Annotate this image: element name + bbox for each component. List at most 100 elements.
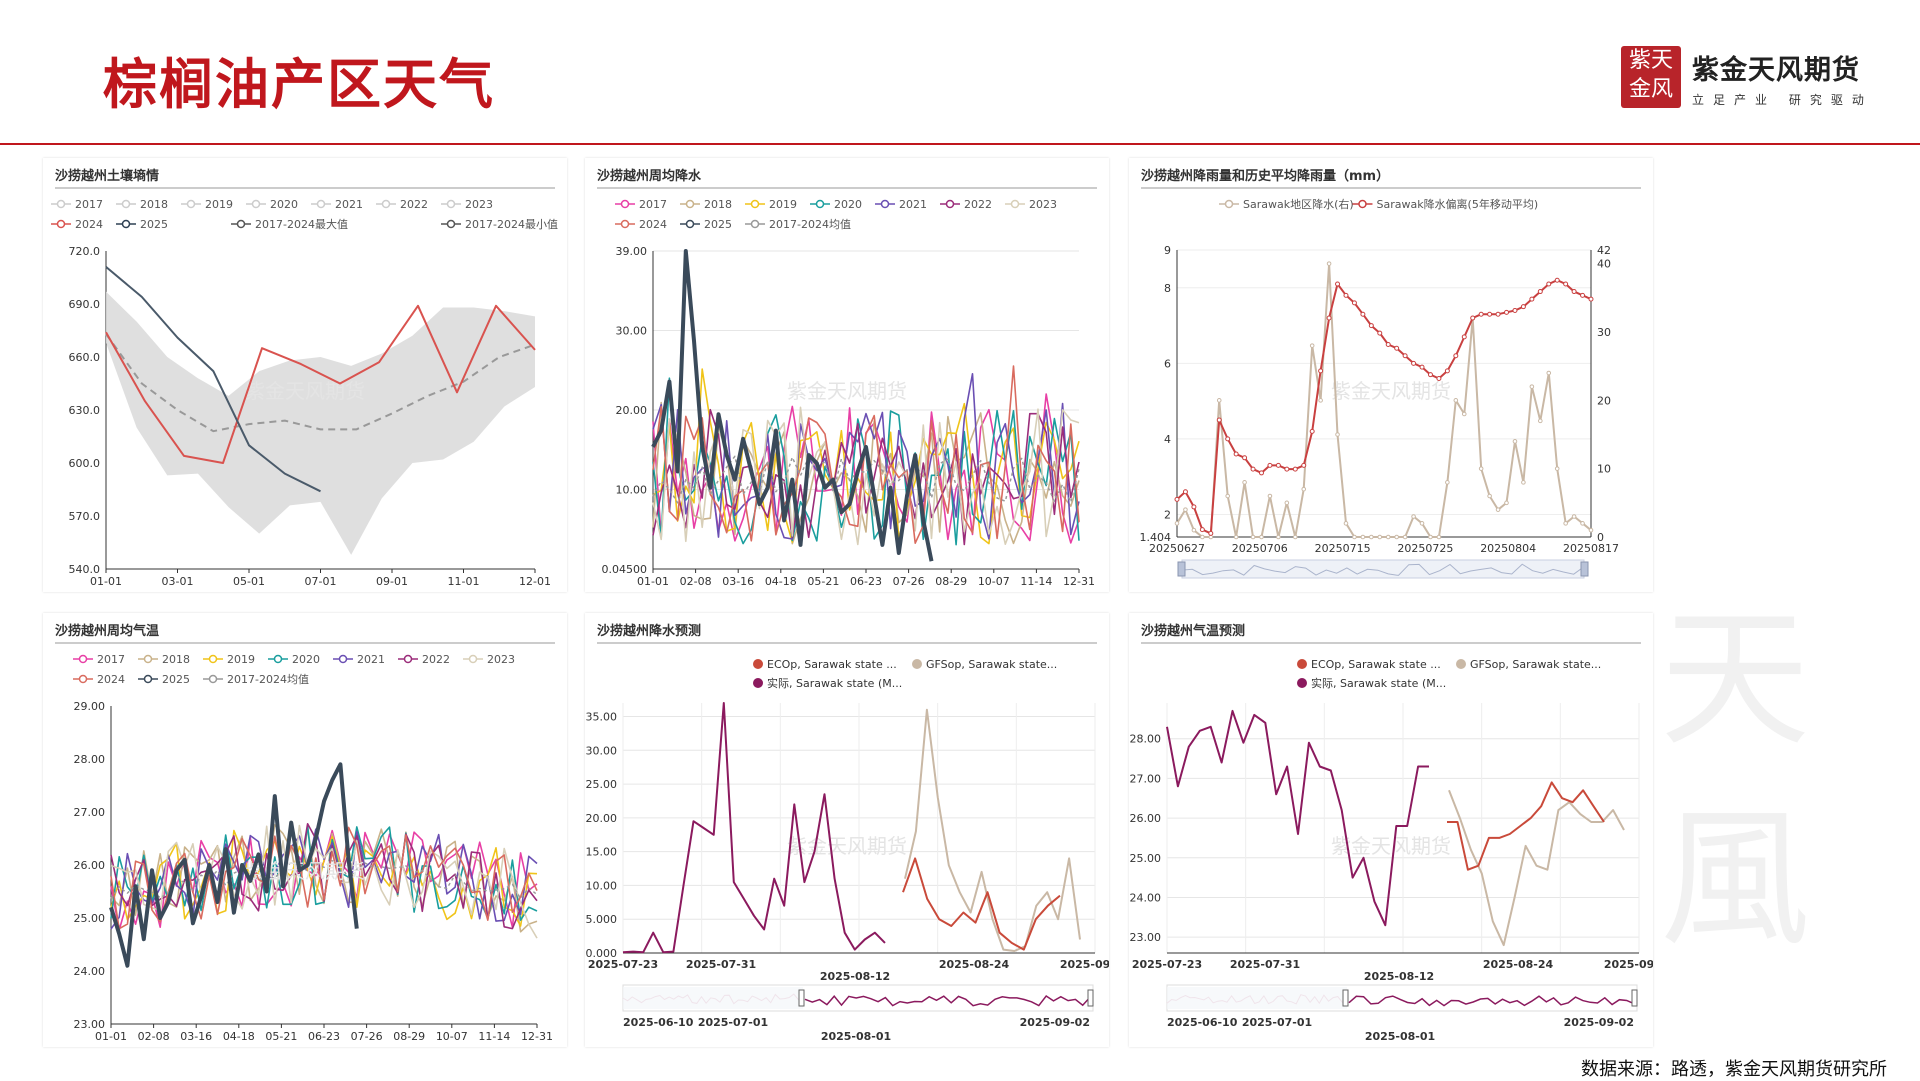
x-tick-label: 2025-08-12 [1364,970,1434,983]
chart-watermark: 紫金天风期货 [1331,379,1451,403]
deviation-point [1470,315,1476,321]
x-tick-label: 01-01 [90,575,122,588]
legend-label: 2019 [769,198,797,211]
series-mean [110,859,538,900]
x-tick-label: 05-21 [265,1030,297,1043]
legend-label: 2019 [205,198,233,211]
deviation-point [1258,470,1264,476]
y-right-tick-label: 40 [1597,258,1611,271]
legend-label: ECOp, Sarawak state ... [1311,658,1441,671]
rainfall-point [1200,534,1205,540]
legend-label: 2023 [1029,198,1057,211]
x-tick-label: 12-31 [1063,575,1095,588]
legend-marker [143,654,153,664]
x-tick-label: 04-18 [765,575,797,588]
deviation-point [1436,375,1442,381]
rainfall-point [1343,521,1349,526]
deviation-point [1411,360,1417,366]
x-tick-label: 02-08 [680,575,712,588]
x-tick-label: 2025-07-23 [588,958,658,971]
deviation-point [1360,311,1366,317]
chart-rain-history: 沙捞越州降雨量和历史平均降雨量（mm） Sarawak地区降水(右) Sarawak… [1140,168,1641,579]
x-tick-label: 08-29 [935,575,967,588]
x-tick-label: 07-26 [351,1030,383,1043]
chart-rain-forecast: 沙捞越州降水预测 ECOp, Sarawak state ... GFSop, Sa… [586,623,1110,1043]
rainfall-point [1385,534,1391,540]
deviation-point [1267,462,1273,468]
deviation-point [1216,417,1222,423]
deviation-point [1208,530,1214,536]
legend-label: 2020 [834,198,862,211]
legend-label: 2019 [227,653,255,666]
chart-rain-weekly: 沙捞越州周均降水 2017 2018 2019 2020 2021 2022 2023 2024… [597,168,1097,588]
chart-watermark: 紫金天风期货 [787,379,907,403]
series-actual [1166,709,1429,927]
legend-marker [620,199,630,209]
zoom-label: 2025-07-01 [698,1016,768,1029]
header-divider [0,143,1920,145]
y-tick-label: 29.00 [74,700,106,713]
legend-label: 2025 [140,218,168,231]
series-2025 [109,762,359,968]
series-ecmwf [1447,781,1605,871]
deviation-point [1250,466,1256,472]
series-year-2023 [110,824,538,939]
legend-marker [750,219,760,229]
legend-marker [78,654,88,664]
legend-marker [685,199,695,209]
y-tick-label: 25.00 [74,912,106,925]
deviation-point [1182,489,1188,495]
x-tick-label: 2025-07-23 [1132,958,1202,971]
y-tick-label: 23.00 [74,1018,106,1031]
series-ecmwf [902,857,1061,951]
legend-marker [208,654,218,664]
y-tick-label: 20.00 [616,404,648,417]
rainfall-point [1529,384,1535,389]
x-tick-label: 04-18 [223,1030,255,1043]
y-tick-label: 0.04500 [602,563,648,576]
y-right-tick-label: 0 [1597,531,1604,544]
legend-marker [186,199,196,209]
legend-label: 实际, Sarawak state (M... [767,676,902,690]
legend-label: 2017 [97,653,125,666]
rainfall-point [1267,493,1273,499]
zoom-label: 2025-07-01 [1242,1016,1312,1029]
rainfall-point [1554,466,1560,471]
x-tick-label: 20250817 [1563,542,1619,555]
legend-label: 2024 [75,218,103,231]
deviation-point [1419,364,1425,370]
rainfall-point [1478,466,1484,471]
legend-marker [753,659,763,669]
y-tick-label: 20.00 [586,812,618,825]
deviation-point [1191,504,1197,510]
rainfall-point [1183,507,1188,512]
y-tick-label: 660.0 [69,351,101,364]
chart-title: 沙捞越州降水预测 [597,623,701,639]
x-tick-label: 09-01 [376,575,408,588]
rainfall-point [1335,432,1340,437]
y-tick-label: 26.00 [1130,812,1162,825]
legend-marker [1297,678,1307,688]
x-tick-label: 2025-09-02 [1604,958,1653,971]
chart-temp-forecast: 沙捞越州气温预测 ECOp, Sarawak state ... GFSop, Sa… [1130,623,1654,1043]
deviation-point [1351,300,1357,306]
x-tick-label: 01-01 [637,575,669,588]
x-tick-label: 06-23 [308,1030,340,1043]
y-tick-label: 30.00 [586,744,618,757]
legend-marker [121,219,131,229]
x-tick-label: 05-21 [807,575,839,588]
rainfall-point [1301,486,1307,492]
y-tick-label: 39.00 [616,245,648,258]
x-tick-label: 20250804 [1480,542,1536,555]
x-tick-label: 06-23 [850,575,882,588]
x-tick-label: 20250725 [1397,542,1453,555]
panel-rain-forecast: 沙捞越州降水预测 ECOp, Sarawak state ... GFSop, Sa… [585,613,1109,1047]
y-tick-label: 5.000 [586,913,618,926]
deviation-point [1588,296,1594,302]
rainfall-point [1504,500,1509,506]
x-tick-label: 03-01 [162,575,194,588]
legend-label: 2020 [292,653,320,666]
legend-marker [251,199,261,209]
deviation-point [1394,345,1400,351]
deviation-point [1529,296,1535,302]
